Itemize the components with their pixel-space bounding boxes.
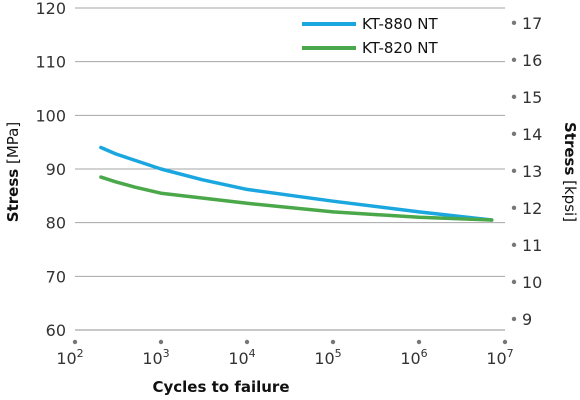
legend-label: KT-820 NT [362,39,438,57]
y-axis-kpsi: 9 10 11 12 13 14 15 16 17 [511,14,542,329]
y2-tick-dot [511,242,517,248]
y-tick-label: 80 [46,214,66,233]
y2-tick-label: 9 [522,310,532,329]
series-line-2 [99,175,494,222]
y2-tick-label: 16 [522,51,542,70]
x-axis-title: Cycles to failure [152,378,289,396]
y2-tick-label: 15 [522,88,542,107]
y2-axis-title-unit: [kpsi] [561,175,579,222]
x-tick-dot [158,339,164,345]
x-axis: 102 103 104 105 106 107 [56,339,514,368]
y2-tick-label: 12 [522,199,542,218]
y2-tick-label: 11 [522,236,542,255]
series-line-1 [99,145,494,222]
y-axis-mpa: 60 70 80 90 100 110 120 [35,0,66,340]
y2-tick-dot [511,205,517,211]
y-axis-title-quantity: Stress [4,169,22,222]
y-tick-label: 100 [35,106,66,125]
grid-lines [75,7,505,331]
y-tick-label: 90 [46,160,66,179]
x-tick-label: 107 [486,347,513,368]
y2-tick-label: 14 [522,125,542,144]
y-axis-title: Stress [MPa] [4,122,22,222]
x-tick-label: 103 [142,347,169,368]
y-axis-title-unit: [MPa] [4,122,22,169]
y2-tick-label: 17 [522,14,542,33]
x-tick-label: 105 [314,347,341,368]
y2-tick-dot [511,279,517,285]
y2-tick-dot [511,316,517,322]
y2-tick-label: 13 [522,162,542,181]
y2-tick-dot [511,94,517,100]
y-tick-label: 120 [35,0,66,18]
y2-tick-dot [511,57,517,63]
x-tick-dot [330,339,336,345]
y-tick-label: 110 [35,53,66,72]
x-tick-dot [244,339,250,345]
y-tick-label: 60 [46,321,66,340]
x-tick-dot [502,339,508,345]
x-tick-label: 104 [228,347,255,368]
y2-tick-dot [511,168,517,174]
x-tick-dot [416,339,422,345]
y2-tick-dot [511,20,517,26]
legend-label: KT-880 NT [362,15,438,33]
y2-tick-label: 10 [522,273,542,292]
x-tick-dot [72,339,78,345]
x-tick-label: 106 [400,347,427,368]
y-tick-label: 70 [46,267,66,286]
legend: KT-880 NT KT-820 NT [302,15,438,57]
series-lines [99,145,494,222]
y2-axis-title: Stress [kpsi] [561,122,579,222]
y2-tick-dot [511,131,517,137]
y2-axis-title-quantity: Stress [561,122,579,175]
x-tick-label: 102 [56,347,83,368]
